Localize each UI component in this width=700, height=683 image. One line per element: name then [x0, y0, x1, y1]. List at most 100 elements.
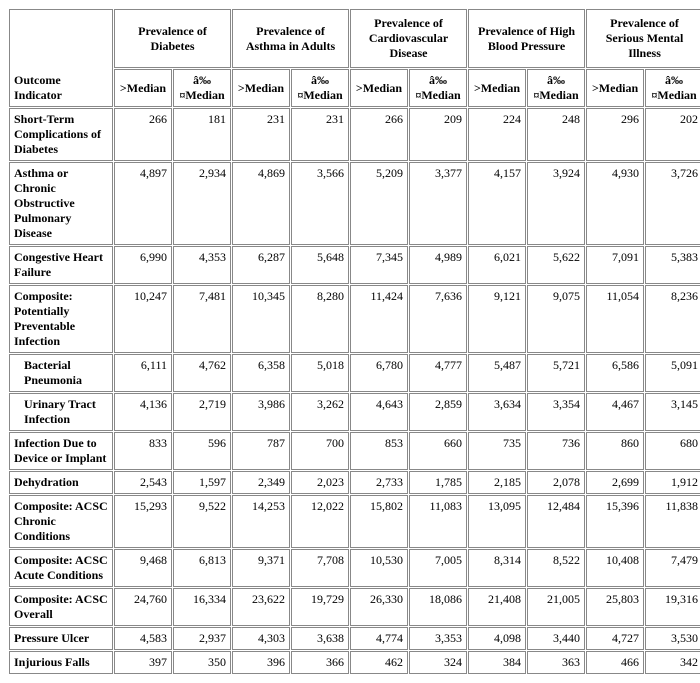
cell-value: 2,934 — [173, 162, 231, 245]
cell-value: 231 — [232, 108, 290, 161]
cell-value: 6,813 — [173, 549, 231, 587]
cell-value: 2,023 — [291, 471, 349, 494]
subheader-le: â‰¤Median — [527, 69, 585, 107]
cell-value: 2,937 — [173, 627, 231, 650]
cell-value: 181 — [173, 108, 231, 161]
cell-value: 4,467 — [586, 393, 644, 431]
cell-value: 4,762 — [173, 354, 231, 392]
table-row: Composite: ACSC Overall24,76016,33423,62… — [9, 588, 700, 626]
subheader-le: â‰¤Median — [173, 69, 231, 107]
cell-value: 16,334 — [173, 588, 231, 626]
subheader-le: â‰¤Median — [409, 69, 467, 107]
cell-value: 5,383 — [645, 246, 700, 284]
cell-value: 4,157 — [468, 162, 526, 245]
cell-value: 25,803 — [586, 588, 644, 626]
cell-value: 397 — [114, 651, 172, 674]
cell-value: 3,638 — [291, 627, 349, 650]
cell-value: 350 — [173, 651, 231, 674]
table-row: Pressure Ulcer4,5832,9374,3033,6384,7743… — [9, 627, 700, 650]
table-row: Injurious Falls3973503963664623243843634… — [9, 651, 700, 674]
cell-value: 462 — [350, 651, 408, 674]
row-label: Composite: ACSC Chronic Conditions — [9, 495, 113, 548]
cell-value: 5,209 — [350, 162, 408, 245]
cell-value: 11,083 — [409, 495, 467, 548]
cell-value: 7,636 — [409, 285, 467, 353]
cell-value: 4,930 — [586, 162, 644, 245]
cell-value: 4,643 — [350, 393, 408, 431]
cell-value: 11,424 — [350, 285, 408, 353]
cell-value: 3,726 — [645, 162, 700, 245]
cell-value: 5,018 — [291, 354, 349, 392]
cell-value: 10,530 — [350, 549, 408, 587]
group-header: Prevalence of Asthma in Adults — [232, 9, 349, 68]
cell-value: 12,022 — [291, 495, 349, 548]
table-row: Dehydration2,5431,5972,3492,0232,7331,78… — [9, 471, 700, 494]
cell-value: 3,634 — [468, 393, 526, 431]
subheader-gt: >Median — [114, 69, 172, 107]
cell-value: 5,721 — [527, 354, 585, 392]
table-row: Urinary Tract Infection4,1362,7193,9863,… — [9, 393, 700, 431]
cell-value: 6,287 — [232, 246, 290, 284]
cell-value: 5,091 — [645, 354, 700, 392]
cell-value: 4,353 — [173, 246, 231, 284]
cell-value: 700 — [291, 432, 349, 470]
group-header: Prevalence of Cardiovascular Disease — [350, 9, 467, 68]
row-label: Composite: ACSC Overall — [9, 588, 113, 626]
cell-value: 466 — [586, 651, 644, 674]
table-row: Asthma or Chronic Obstructive Pulmonary … — [9, 162, 700, 245]
cell-value: 21,408 — [468, 588, 526, 626]
cell-value: 6,586 — [586, 354, 644, 392]
cell-value: 4,989 — [409, 246, 467, 284]
group-header: Prevalence of Serious Mental Illness — [586, 9, 700, 68]
subheader-le: â‰¤Median — [645, 69, 700, 107]
cell-value: 680 — [645, 432, 700, 470]
cell-value: 787 — [232, 432, 290, 470]
cell-value: 9,371 — [232, 549, 290, 587]
row-label: Asthma or Chronic Obstructive Pulmonary … — [9, 162, 113, 245]
subheader-gt: >Median — [350, 69, 408, 107]
cell-value: 266 — [114, 108, 172, 161]
cell-value: 3,924 — [527, 162, 585, 245]
cell-value: 209 — [409, 108, 467, 161]
table-body: Short-Term Complications of Diabetes2661… — [9, 108, 700, 674]
cell-value: 3,354 — [527, 393, 585, 431]
cell-value: 735 — [468, 432, 526, 470]
cell-value: 3,566 — [291, 162, 349, 245]
table-row: Short-Term Complications of Diabetes2661… — [9, 108, 700, 161]
cell-value: 7,479 — [645, 549, 700, 587]
cell-value: 18,086 — [409, 588, 467, 626]
row-label: Short-Term Complications of Diabetes — [9, 108, 113, 161]
cell-value: 12,484 — [527, 495, 585, 548]
cell-value: 8,280 — [291, 285, 349, 353]
cell-value: 11,838 — [645, 495, 700, 548]
cell-value: 2,719 — [173, 393, 231, 431]
table-row: Composite: Potentially Preventable Infec… — [9, 285, 700, 353]
table-head: Outcome Indicator Prevalence of Diabetes… — [9, 9, 700, 107]
cell-value: 6,111 — [114, 354, 172, 392]
cell-value: 853 — [350, 432, 408, 470]
cell-value: 384 — [468, 651, 526, 674]
cell-value: 24,760 — [114, 588, 172, 626]
cell-value: 14,253 — [232, 495, 290, 548]
cell-value: 4,583 — [114, 627, 172, 650]
cell-value: 2,349 — [232, 471, 290, 494]
cell-value: 202 — [645, 108, 700, 161]
cell-value: 224 — [468, 108, 526, 161]
cell-value: 248 — [527, 108, 585, 161]
cell-value: 4,869 — [232, 162, 290, 245]
cell-value: 6,990 — [114, 246, 172, 284]
cell-value: 363 — [527, 651, 585, 674]
row-label: Dehydration — [9, 471, 113, 494]
row-label: Urinary Tract Infection — [9, 393, 113, 431]
cell-value: 2,543 — [114, 471, 172, 494]
cell-value: 6,021 — [468, 246, 526, 284]
subheader-le: â‰¤Median — [291, 69, 349, 107]
table-row: Congestive Heart Failure6,9904,3536,2875… — [9, 246, 700, 284]
cell-value: 9,121 — [468, 285, 526, 353]
row-label: Injurious Falls — [9, 651, 113, 674]
cell-value: 7,345 — [350, 246, 408, 284]
group-header: Prevalence of High Blood Pressure — [468, 9, 585, 68]
cell-value: 3,353 — [409, 627, 467, 650]
cell-value: 4,727 — [586, 627, 644, 650]
cell-value: 7,091 — [586, 246, 644, 284]
